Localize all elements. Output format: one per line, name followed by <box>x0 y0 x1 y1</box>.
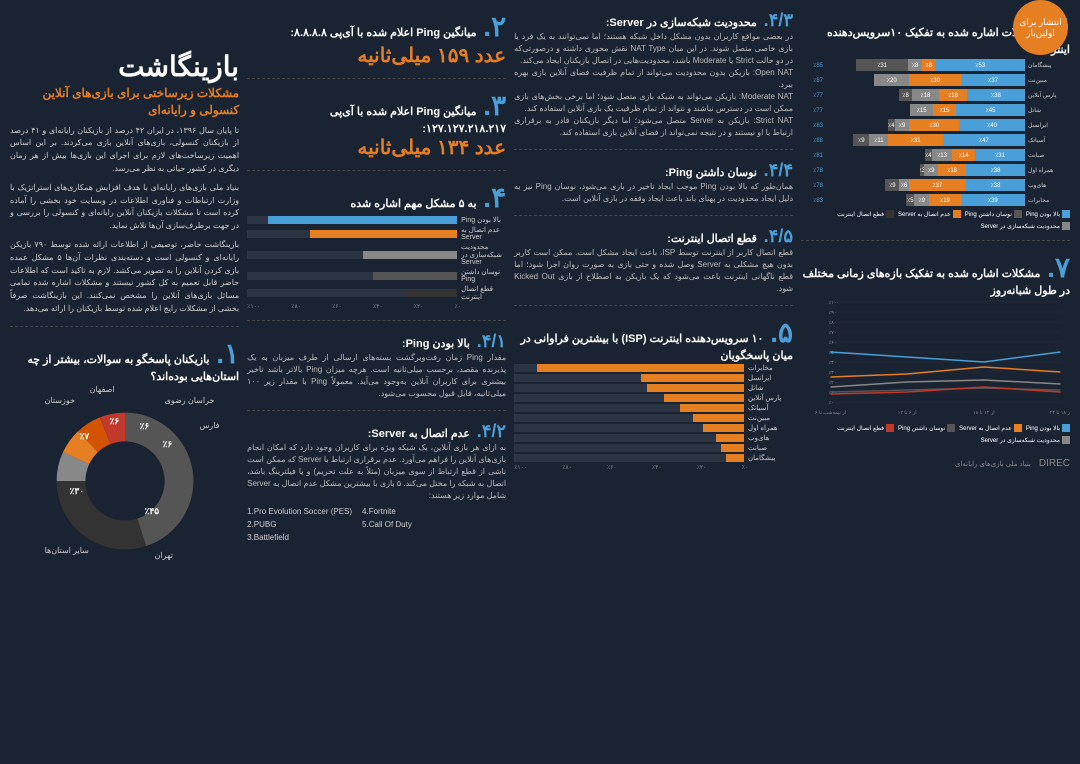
section-45-title: قطع اتصال اینترنت: <box>667 233 757 245</box>
section-43-text3: Moderate NAT: بازیکن می‌تواند به شبکه با… <box>514 91 793 115</box>
section-2-value: عدد ۱۵۹ میلی‌ثانیه <box>247 43 506 68</box>
section-42-title: عدم اتصال به Server: <box>368 428 470 440</box>
subtitle: مشکلات زیرساختی برای بازی‌های آنلاین کنس… <box>10 85 239 119</box>
section-4-1: ۴/۱. بالا بودن Ping: مقدار Ping زمان رفت… <box>247 331 506 400</box>
svg-text:٪۰: ٪۰ <box>829 400 834 406</box>
section-7-legend: بالا بودن Pingعدم اتصال به Serverنوسان د… <box>801 424 1070 444</box>
section-4-3: ۴/۳. محدودیت شبکه‌سازی در Server: در بعض… <box>514 10 793 139</box>
intro-p3: بازینگاشت حاضر، توصیفی از اطلاعات ارائه … <box>10 239 239 316</box>
svg-text:از ۱۲ تا ۱۸: از ۱۲ تا ۱۸ <box>973 410 995 416</box>
intro-p1: تا پایان سال ۱۳۹۶، در ایران ۴۲ درصد از ب… <box>10 125 239 176</box>
section-5: ۵. ۱۰ سرویس‌دهنده اینترنت (ISP) با بیشتر… <box>514 316 793 471</box>
svg-text:٪۸۰: ٪۸۰ <box>829 320 837 326</box>
section-43-text2: Open NAT: بازیکن بدون محدودیت می‌تواند ا… <box>514 67 793 91</box>
section-3: ۳. میانگین Ping اعلام شده با آی‌پی ۱۲۷.۱… <box>247 89 506 160</box>
section-43-num: ۴/۳. <box>764 10 793 30</box>
section-1-title: بازیکنان پاسخگو به سوالات، بیشتر از چه ا… <box>27 354 239 383</box>
game-list: 1.Pro Evolution Soccer (PES)2.PUBG3.Batt… <box>247 506 506 544</box>
svg-text:٪۲۰: ٪۲۰ <box>829 380 837 386</box>
section-4-num: ۴. <box>483 182 506 213</box>
svg-text:٪۱۰۰: ٪۱۰۰ <box>829 300 840 306</box>
section-3-num: ۳. <box>483 90 506 121</box>
section-7-title: مشکلات اشاره شده به تفکیک بازه‌های زمانی… <box>803 268 1070 297</box>
section-4-axis: ٪۰٪۲۰٪۴۰٪۶۰٪۸۰٪۱۰۰ <box>247 303 506 310</box>
svg-text:از نیمه‌شب تا ۶: از نیمه‌شب تا ۶ <box>815 410 846 416</box>
section-5-axis: ٪۰٪۲۰٪۴۰٪۶۰٪۸۰٪۱۰۰ <box>514 464 793 471</box>
svg-text:از ۶ تا ۱۲: از ۶ تا ۱۲ <box>898 410 917 416</box>
section-43-text4: Strict NAT: بازیکن به Server متصل می‌شود… <box>514 115 793 139</box>
svg-text:٪۷۰: ٪۷۰ <box>829 330 837 336</box>
donut-chart: ٪۴۵٪۳۰٪۷٪۶٪۶٪۶ تهرانسایر استان‌هاخوزستان… <box>35 391 215 571</box>
section-1-num: ۱. <box>216 338 239 369</box>
section-5-bars: مخابراتایرانسلشاتلپارس آنلاینآسیاتکمبین‌… <box>514 364 793 462</box>
section-7: ۷. مشکلات اشاره شده به تفکیک بازه‌های زم… <box>801 251 1070 444</box>
section-42-num: ۴/۲. <box>477 421 506 441</box>
section-43-title: محدودیت شبکه‌سازی در Server: <box>606 17 757 29</box>
section-1: ۱. بازیکنان پاسخگو به سوالات، بیشتر از چ… <box>10 337 239 579</box>
svg-text:٪۴۰: ٪۴۰ <box>829 360 837 366</box>
section-3-value: عدد ۱۳۴ میلی‌ثانیه <box>247 135 506 160</box>
section-6-legend: بالا بودن Pingنوسان داشتن Pingعدم اتصال … <box>801 210 1070 230</box>
section-3-title: میانگین Ping اعلام شده با آی‌پی ۱۲۷.۱۲۷.… <box>330 106 506 135</box>
section-4-5: ۴/۵. قطع اتصال اینترنت: قطع اتصال کاربر … <box>514 226 793 295</box>
section-41-num: ۴/۱. <box>477 331 506 351</box>
section-42-text: به ازای هر بازی آنلاین، یک شبکه ویژه برا… <box>247 442 506 502</box>
svg-text:از ۱۸ تا ۲۴: از ۱۸ تا ۲۴ <box>1050 410 1070 416</box>
logo-bonyad: بنیاد ملی بازی‌های رایانه‌ای <box>955 460 1031 468</box>
section-5-title: ۱۰ سرویس‌دهنده اینترنت (ISP) با بیشترین … <box>521 333 793 362</box>
section-44-title: نوسان داشتن Ping: <box>665 167 757 179</box>
section-2-num: ۲. <box>483 11 506 42</box>
section-7-num: ۷. <box>1047 252 1070 283</box>
section-4-bars: بالا بودن Pingعدم اتصال به Serverمحدودیت… <box>247 216 506 301</box>
line-chart: ٪۰٪۱۰٪۲۰٪۳۰٪۴۰٪۵۰٪۶۰٪۷۰٪۸۰٪۹۰٪۱۰۰از نیمه… <box>801 297 1070 417</box>
logos: DIREC بنیاد ملی بازی‌های رایانه‌ای <box>801 458 1070 469</box>
section-45-num: ۴/۵. <box>764 226 793 246</box>
section-4: ۴. به ۵ مشکل مهم اشاره شده بالا بودن Pin… <box>247 181 506 310</box>
section-44-text: همان‌طور که بالا بودن Ping موجب ایجاد تا… <box>514 181 793 205</box>
section-41-text: مقدار Ping زمان رفت‌وبرگشت بسته‌های ارسا… <box>247 352 506 400</box>
section-44-num: ۴/۴. <box>764 160 793 180</box>
main-grid: بازینگاشت مشکلات زیرساختی برای بازی‌های … <box>0 0 1080 764</box>
section-2: ۲. میانگین Ping اعلام شده با آی‌پی ۸.۸.۸… <box>247 10 506 68</box>
section-43-text: در بعضی مواقع کاربران بدون مشکل داخل شبک… <box>514 31 793 67</box>
section-4-2: ۴/۲. عدم اتصال به Server: به ازای هر باز… <box>247 421 506 544</box>
section-6-rows: پیشگامان٪53٪8٪8٪31٪85مبین‌نت٪37٪30٪20٪87… <box>801 59 1070 206</box>
svg-text:٪۱۰: ٪۱۰ <box>829 390 837 396</box>
header-block: بازینگاشت مشکلات زیرساختی برای بازی‌های … <box>10 10 239 316</box>
first-publish-badge: انتشار برای اولین‌بار <box>1013 0 1068 55</box>
section-5-num: ۵. <box>770 317 793 348</box>
main-title: بازینگاشت <box>10 50 239 83</box>
svg-text:٪۳۰: ٪۳۰ <box>829 370 837 376</box>
svg-text:٪۹۰: ٪۹۰ <box>829 310 837 316</box>
intro-p2: بنیاد ملی بازی‌های رایانه‌ای با هدف افزا… <box>10 182 239 233</box>
logo-direc: DIREC <box>1039 458 1070 469</box>
section-41-title: بالا بودن Ping: <box>402 338 470 350</box>
section-45-text: قطع اتصال کاربر از اینترنت توسط ISP، باع… <box>514 247 793 295</box>
section-2-title: میانگین Ping اعلام شده با آی‌پی ۸.۸.۸.۸: <box>290 27 476 39</box>
section-4-4: ۴/۴. نوسان داشتن Ping: همان‌طور که بالا … <box>514 160 793 205</box>
svg-text:٪۶۰: ٪۶۰ <box>829 340 837 346</box>
section-4-title: به ۵ مشکل مهم اشاره شده <box>350 198 476 210</box>
